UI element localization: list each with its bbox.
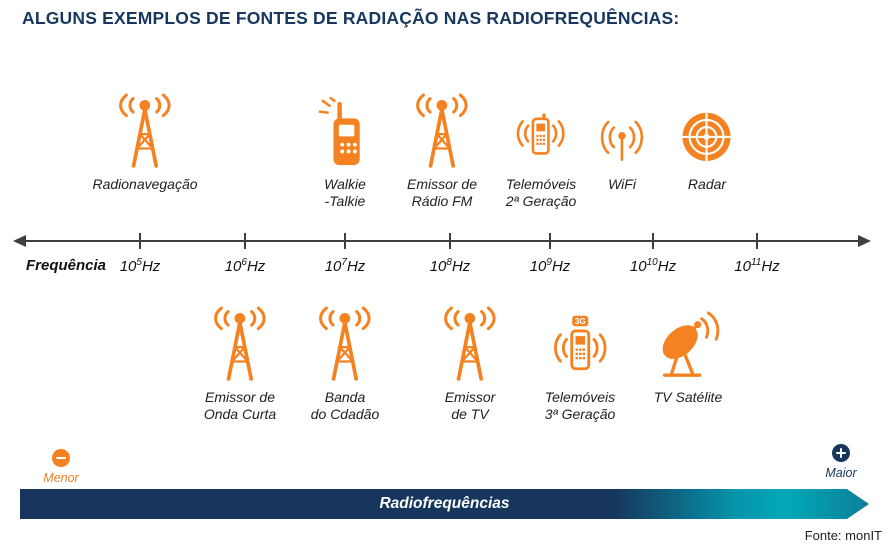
- source-telemoveis-2g: Telemóveis 2ª Geração: [476, 85, 606, 210]
- axis-tick: [344, 233, 346, 249]
- radiofrequency-spectrum-arrow: Radiofrequências: [20, 489, 869, 519]
- axis-tick: [244, 233, 246, 249]
- axis-tick: [549, 233, 551, 249]
- plus-icon: [832, 444, 850, 462]
- source-label: Walkie -Talkie: [324, 176, 366, 210]
- satellite-dish-icon: [651, 310, 725, 382]
- axis-line: [24, 240, 860, 242]
- source-walkie-talkie: Walkie -Talkie: [280, 85, 410, 210]
- source-label: Radar: [687, 176, 727, 192]
- freq-tick-label: 107Hz: [324, 257, 366, 275]
- source-emissor-tv: Emissor de TV: [405, 298, 535, 423]
- source-note: Fonte: monIT: [804, 528, 882, 543]
- scale-low-label: Menor: [43, 471, 79, 485]
- axis-tick: [139, 233, 141, 249]
- source-emissor-radio-fm: Emissor de Rádio FM: [377, 85, 507, 210]
- radio-tower-icon: [207, 306, 273, 382]
- source-label: Banda do Cdadão: [310, 389, 380, 423]
- scale-high-label: Maior: [825, 466, 857, 480]
- source-emissor-onda-curta: Emissor de Onda Curta: [175, 298, 305, 423]
- axis-label: Frequência: [26, 257, 107, 274]
- axis-tick: [652, 233, 654, 249]
- source-label: Emissor de Onda Curta: [203, 389, 277, 423]
- freq-tick-label: 105Hz: [119, 257, 161, 275]
- page-title: ALGUNS EXEMPLOS DE FONTES DE RADIAÇÃO NA…: [22, 8, 680, 28]
- source-label: Radionavegação: [92, 176, 198, 192]
- freq-tick-label: 109Hz: [529, 257, 571, 275]
- axis-tick: [756, 233, 758, 249]
- radio-tower-icon: [409, 93, 475, 169]
- axis-arrow-right-icon: [858, 234, 871, 247]
- source-wifi: WiFi: [557, 85, 687, 193]
- axis-arrow-left-icon: [13, 234, 26, 247]
- source-label: WiFi: [608, 176, 636, 192]
- wifi-antenna-icon: [596, 109, 648, 169]
- mobile-phone-3g-icon: 3G: [553, 315, 607, 371]
- source-label: Emissor de TV: [444, 389, 496, 423]
- freq-tick-label: 1011Hz: [734, 257, 780, 275]
- badge-3g: 3G: [575, 317, 586, 326]
- freq-tick-label: 108Hz: [429, 257, 471, 275]
- source-label: TV Satélite: [653, 389, 723, 405]
- freq-tick-label: 1010Hz: [629, 257, 677, 275]
- source-tv-satelite: TV Satélite: [623, 298, 753, 406]
- radar-icon: [678, 103, 735, 169]
- source-label: Emissor de Rádio FM: [406, 176, 478, 210]
- spectrum-label: Radiofrequências: [379, 495, 510, 512]
- source-label: Telemóveis 2ª Geração: [505, 176, 577, 210]
- radio-tower-icon: [312, 306, 378, 382]
- source-radionavegacao: Radionavegação: [80, 85, 210, 193]
- freq-tick-label: 106Hz: [224, 257, 266, 275]
- minus-icon: [52, 449, 70, 467]
- source-telemoveis-3g: 3G Telemóveis 3ª Geração: [515, 298, 645, 423]
- axis-tick: [449, 233, 451, 249]
- source-radar: Radar: [642, 85, 772, 193]
- radio-tower-icon: [437, 306, 503, 382]
- source-banda-cidadao: Banda do Cdadão: [280, 298, 410, 423]
- source-label: Telemóveis 3ª Geração: [544, 389, 616, 423]
- radio-tower-icon: [112, 93, 178, 169]
- walkie-talkie-icon: [314, 97, 376, 169]
